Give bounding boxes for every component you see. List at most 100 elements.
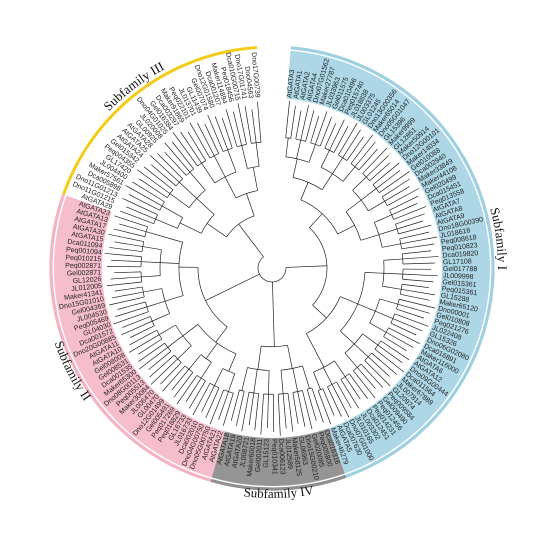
branch-edge-7 xyxy=(292,158,298,178)
branch-edge-9 xyxy=(285,137,289,157)
branch-edge-187 xyxy=(228,373,236,392)
branch-arc-291 xyxy=(175,178,183,187)
subfamily-arcs xyxy=(49,46,495,491)
branch-edge-71 xyxy=(382,243,401,248)
branch-edge-16 xyxy=(300,104,309,141)
branch-edge-138 xyxy=(323,367,333,385)
branch-edge-18 xyxy=(308,144,316,163)
branch-edge-224 xyxy=(128,334,160,353)
leaf-label-gel015361: Gel015361 xyxy=(442,279,477,289)
branch-arc-186 xyxy=(222,368,235,374)
branch-arc-188 xyxy=(223,389,234,394)
branch-edge-269 xyxy=(206,223,227,238)
branch-arc-279 xyxy=(159,201,165,211)
branch-edge-255 xyxy=(111,259,142,263)
branch-edge-149 xyxy=(287,345,293,369)
branch-edge-298 xyxy=(164,142,191,173)
branch-edge-317 xyxy=(214,116,228,150)
tree-branches xyxy=(104,100,439,436)
branch-edge-87 xyxy=(383,272,403,275)
branch-edge-28 xyxy=(329,119,345,151)
branch-edge-97 xyxy=(357,303,376,312)
branch-arc-152 xyxy=(307,387,312,390)
leaf-label-dno04563: Dno04563 xyxy=(243,66,254,99)
branch-edge-96 xyxy=(400,293,430,301)
branch-edge-53 xyxy=(378,171,410,193)
branch-arc-77 xyxy=(306,296,341,334)
branch-edge-251 xyxy=(114,271,142,274)
branch-arc-144 xyxy=(318,388,323,391)
branch-edge-281 xyxy=(125,185,163,207)
branch-edge-140 xyxy=(336,381,352,409)
branch-edge-330 xyxy=(257,101,262,143)
branch-edge-175 xyxy=(248,392,255,426)
branch-edge-189 xyxy=(222,393,234,426)
branch-edge-219 xyxy=(138,347,168,370)
branch-edge-147 xyxy=(272,281,275,347)
branch-edge-90 xyxy=(402,273,438,277)
branch-edge-61 xyxy=(374,214,392,223)
branch-edge-261 xyxy=(108,233,144,242)
branch-edge-238 xyxy=(115,306,147,317)
branch-edge-195 xyxy=(201,385,215,412)
branch-edge-137 xyxy=(340,379,360,409)
leaf-label-atgata3: AtGATA3 xyxy=(286,69,296,98)
branch-arc-274 xyxy=(153,214,158,224)
branch-edge-318 xyxy=(221,117,233,149)
branch-edge-245 xyxy=(160,262,180,264)
branch-edge-203 xyxy=(176,375,198,405)
branch-edge-208 xyxy=(162,365,186,392)
branch-edge-133 xyxy=(334,360,346,377)
leaf-label-maker58125: Maker58125 xyxy=(290,437,302,477)
branch-arc-198 xyxy=(200,354,212,363)
branch-arc-132 xyxy=(313,360,335,373)
branch-edge-319 xyxy=(252,167,258,191)
branch-edge-285 xyxy=(169,193,190,208)
leaf-label-jl012005: JL012005 xyxy=(71,283,102,293)
leaf-label-gl15123: GL15123 xyxy=(263,439,271,468)
branch-edge-151 xyxy=(302,365,310,389)
branch-arc-305 xyxy=(197,160,206,167)
branch-edge-265 xyxy=(119,223,147,233)
branch-edge-294 xyxy=(157,153,183,179)
branch-edge-54 xyxy=(368,200,385,212)
branch-edge-32 xyxy=(338,122,358,156)
branch-edge-29 xyxy=(333,125,349,153)
branch-edge-191 xyxy=(209,389,225,425)
branch-edge-64 xyxy=(391,203,418,216)
branch-edge-181 xyxy=(205,273,260,301)
branch-edge-23 xyxy=(321,173,333,190)
branch-edge-73 xyxy=(399,231,430,240)
branch-edge-256 xyxy=(104,253,142,257)
branch-edge-220 xyxy=(138,342,165,362)
branch-edge-15 xyxy=(295,110,302,140)
branch-edge-250 xyxy=(110,276,142,280)
branch-edge-162 xyxy=(287,393,294,432)
branch-edge-44 xyxy=(352,176,367,191)
leaf-label-gl06963: GL06963 xyxy=(297,436,309,466)
branch-edge-58 xyxy=(387,188,420,206)
branch-edge-158 xyxy=(297,391,306,427)
branch-arc-315 xyxy=(222,147,233,152)
branch-edge-131 xyxy=(306,333,325,368)
branch-edge-234 xyxy=(122,316,151,328)
branch-edge-116 xyxy=(362,333,379,346)
branch-edge-237 xyxy=(113,311,149,325)
subfamily-i-band xyxy=(286,50,490,474)
branch-edge-48 xyxy=(369,162,391,182)
branch-edge-278 xyxy=(161,205,183,218)
leaf-label-dca011094: Dca011094 xyxy=(67,239,103,250)
branch-edge-128 xyxy=(360,363,384,388)
branch-edge-106 xyxy=(394,313,429,327)
branch-edge-65 xyxy=(393,206,427,220)
branch-edge-51 xyxy=(372,162,400,185)
branch-edge-63 xyxy=(389,195,419,211)
leaf-label-dno17g00739: Dno17G00739 xyxy=(250,52,261,98)
branch-arc-127 xyxy=(353,363,362,371)
leaf-labels: AtGATA3AtGATA1AtGATA2AtGATA4Dno07G01562M… xyxy=(58,52,483,481)
branch-edge-325 xyxy=(237,103,247,145)
branch-arc-62 xyxy=(389,210,394,220)
branch-edge-275 xyxy=(120,210,154,225)
branch-edge-252 xyxy=(141,261,161,263)
